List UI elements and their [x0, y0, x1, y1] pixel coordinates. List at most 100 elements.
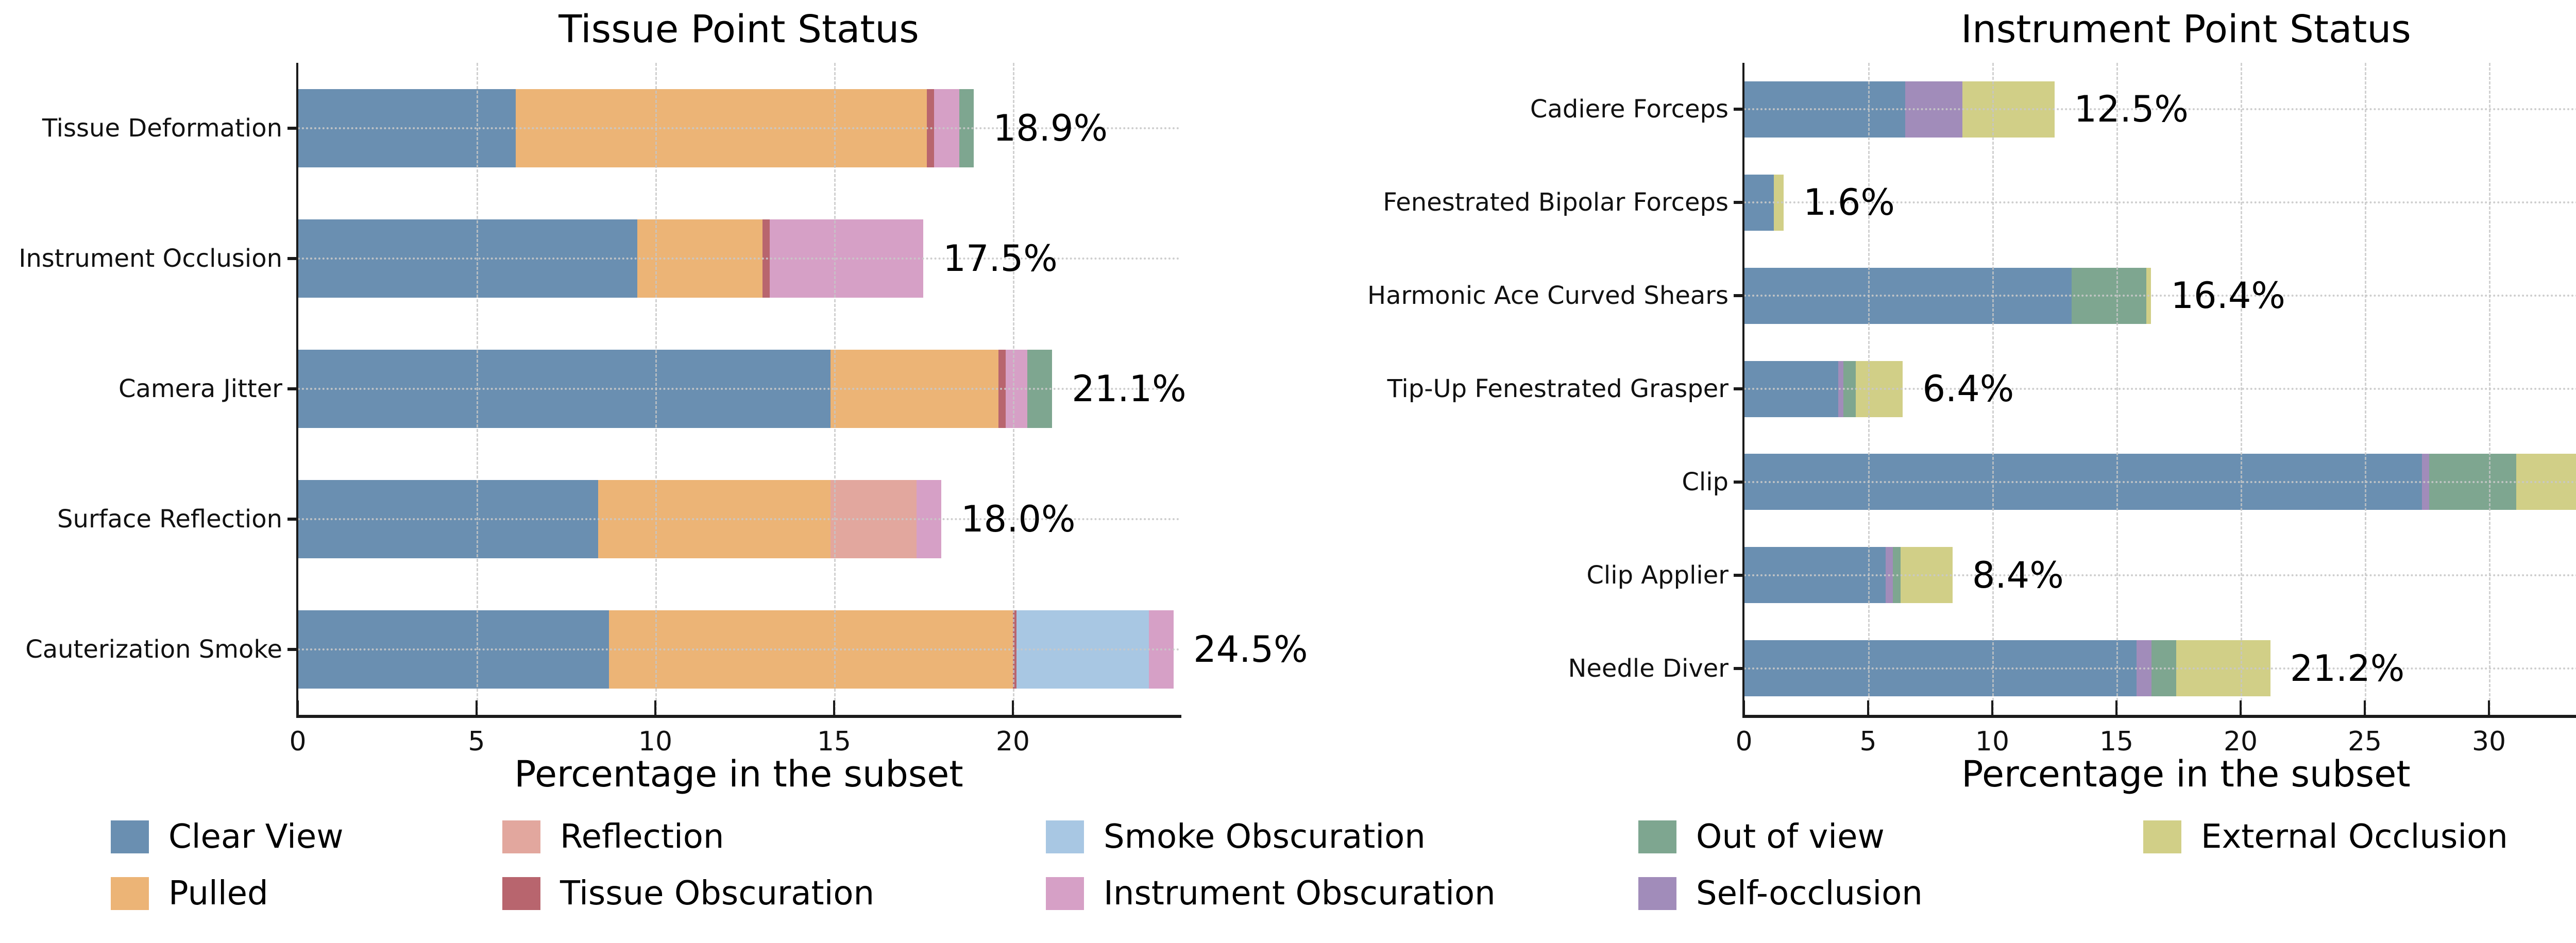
legend-swatch-pulled — [111, 877, 149, 910]
legend-label-tissue-obscuration: Tissue Obscuration — [560, 875, 875, 913]
instrument-y-tick — [1734, 201, 1744, 204]
tissue-y-tick — [287, 648, 298, 651]
tissue-x-tick-label-0: 0 — [289, 726, 307, 757]
instrument-x-tick-10 — [1991, 700, 1994, 715]
instrument-total-label: 21.2% — [2290, 647, 2405, 690]
instrument-total-label: 12.5% — [2074, 88, 2189, 131]
tissue-total-label: 18.0% — [961, 498, 1076, 541]
legend-label-smoke-obscuration: Smoke Obscuration — [1104, 818, 1426, 856]
tissue-y-tick — [287, 387, 298, 390]
tissue-x-tick-label-20: 20 — [995, 726, 1030, 757]
legend-label-out-of-view: Out of view — [1696, 818, 1885, 856]
tissue-total-label: 17.5% — [943, 237, 1058, 280]
instrument-y-tick — [1734, 108, 1744, 111]
instrument-x-tick-label-5: 5 — [1859, 726, 1877, 757]
legend-item-external-occlusion: External Occlusion — [2143, 818, 2508, 856]
tissue-x-tick-5 — [475, 700, 478, 715]
tissue-y-tick — [287, 518, 298, 521]
instrument-category-label: Cadiere Forceps — [1530, 95, 1728, 124]
tissue-x-tick-label-5: 5 — [468, 726, 485, 757]
tissue-row-guide-line — [298, 648, 1180, 651]
instrument-category-label: Fenestrated Bipolar Forceps — [1383, 188, 1728, 217]
instrument-x-tick-15 — [2115, 700, 2118, 715]
tissue-total-label: 24.5% — [1193, 628, 1308, 671]
instrument-row-guide-line — [1744, 108, 2576, 111]
tissue-row-guide-line — [298, 518, 1180, 521]
instrument-row-guide-line — [1744, 295, 2576, 297]
instrument-y-tick — [1734, 666, 1744, 670]
tissue-x-tick-10 — [654, 700, 656, 715]
legend-swatch-reflection — [502, 820, 540, 853]
tissue-y-tick — [287, 256, 298, 260]
tissue-x-tick-0 — [297, 700, 299, 715]
tissue-x-tick-label-15: 15 — [817, 726, 852, 757]
instrument-x-tick-label-0: 0 — [1735, 726, 1753, 757]
instrument-row-guide-line — [1744, 388, 2576, 390]
legend-label-reflection: Reflection — [560, 818, 724, 856]
tissue-chart-title: Tissue Point Status — [558, 7, 919, 52]
tissue-xaxis-label: Percentage in the subset — [514, 753, 963, 795]
tissue-x-tick-15 — [833, 700, 835, 715]
legend-swatch-self-occlusion — [1638, 877, 1676, 910]
legend-item-tissue-obscuration: Tissue Obscuration — [502, 875, 874, 913]
instrument-x-axis-spine — [1742, 715, 2576, 718]
tissue-category-label: Tissue Deformation — [42, 113, 282, 143]
tissue-x-axis-spine — [296, 715, 1181, 718]
tissue-category-label: Instrument Occlusion — [19, 244, 282, 273]
legend-label-instrument-obscuration: Instrument Obscuration — [1104, 875, 1496, 913]
legend-item-out-of-view: Out of view — [1638, 818, 1885, 856]
instrument-row-guide-line — [1744, 574, 2576, 576]
instrument-row-guide-line — [1744, 667, 2576, 670]
legend-label-clear-view: Clear View — [168, 818, 344, 856]
instrument-row-guide-line — [1744, 481, 2576, 483]
legend-label-pulled: Pulled — [168, 875, 268, 913]
tissue-row-guide-line — [298, 388, 1180, 390]
instrument-x-tick-20 — [2240, 700, 2242, 715]
instrument-x-tick-25 — [2364, 700, 2366, 715]
tissue-category-label: Surface Reflection — [57, 505, 282, 534]
legend-swatch-instrument-obscuration — [1046, 877, 1084, 910]
instrument-y-tick — [1734, 294, 1744, 298]
legend-item-instrument-obscuration: Instrument Obscuration — [1046, 875, 1496, 913]
instrument-total-label: 8.4% — [1972, 554, 2064, 596]
legend-label-self-occlusion: Self-occlusion — [1696, 875, 1923, 913]
instrument-total-label: 1.6% — [1803, 181, 1895, 224]
legend-swatch-tissue-obscuration — [502, 877, 540, 910]
instrument-category-label: Harmonic Ace Curved Shears — [1367, 281, 1728, 311]
tissue-category-label: Cauterization Smoke — [25, 635, 282, 664]
legend-item-pulled: Pulled — [111, 875, 268, 913]
instrument-x-tick-30 — [2488, 700, 2490, 715]
instrument-category-label: Clip — [1682, 467, 1728, 496]
tissue-category-label: Camera Jitter — [118, 374, 282, 403]
instrument-category-label: Needle Diver — [1568, 654, 1728, 683]
instrument-x-tick-0 — [1743, 700, 1745, 715]
instrument-chart-title: Instrument Point Status — [1961, 7, 2411, 52]
legend-swatch-clear-view — [111, 820, 149, 853]
tissue-y-tick — [287, 126, 298, 130]
instrument-y-tick — [1734, 387, 1744, 390]
instrument-x-tick-label-15: 15 — [2099, 726, 2134, 757]
instrument-x-tick-label-25: 25 — [2347, 726, 2382, 757]
legend-swatch-external-occlusion — [2143, 820, 2181, 853]
instrument-x-tick-label-10: 10 — [1975, 726, 2010, 757]
tissue-row-guide-line — [298, 257, 1180, 260]
instrument-x-tick-5 — [1867, 700, 1869, 715]
legend-item-reflection: Reflection — [502, 818, 724, 856]
instrument-category-label: Clip Applier — [1586, 560, 1728, 590]
tissue-x-tick-label-10: 10 — [638, 726, 673, 757]
tissue-total-label: 21.1% — [1072, 368, 1187, 410]
instrument-total-label: 6.4% — [1922, 368, 2014, 410]
instrument-xaxis-label: Percentage in the subset — [1961, 753, 2411, 795]
instrument-y-tick — [1734, 480, 1744, 484]
instrument-row-guide-line — [1744, 201, 2576, 204]
legend-swatch-smoke-obscuration — [1046, 820, 1084, 853]
tissue-total-label: 18.9% — [993, 107, 1108, 149]
tissue-row-guide-line — [298, 127, 1180, 129]
legend-item-clear-view: Clear View — [111, 818, 344, 856]
instrument-y-tick — [1734, 573, 1744, 577]
instrument-total-label: 16.4% — [2171, 275, 2285, 317]
legend-item-smoke-obscuration: Smoke Obscuration — [1046, 818, 1426, 856]
instrument-category-label: Tip-Up Fenestrated Grasper — [1387, 374, 1728, 403]
legend-swatch-out-of-view — [1638, 820, 1676, 853]
